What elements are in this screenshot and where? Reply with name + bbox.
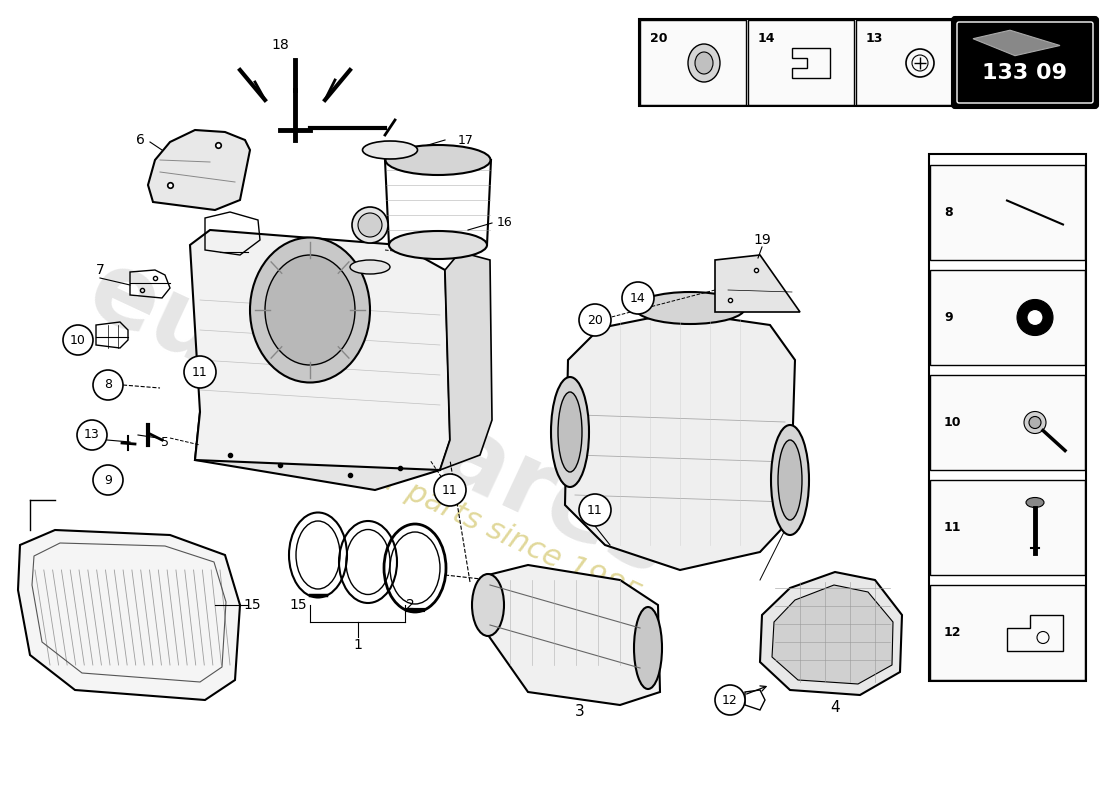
Text: 133 09: 133 09 <box>982 62 1067 82</box>
Polygon shape <box>715 255 800 312</box>
Text: 8: 8 <box>104 378 112 391</box>
Ellipse shape <box>551 377 588 487</box>
Text: 1: 1 <box>353 638 362 652</box>
Text: 9: 9 <box>944 311 953 324</box>
Ellipse shape <box>635 292 745 324</box>
Ellipse shape <box>389 231 487 259</box>
Polygon shape <box>772 585 893 684</box>
Ellipse shape <box>1028 417 1041 429</box>
Text: a passion for parts since 1985: a passion for parts since 1985 <box>214 390 645 610</box>
Polygon shape <box>565 312 795 570</box>
Text: 9: 9 <box>104 474 112 486</box>
Text: 11: 11 <box>587 503 603 517</box>
Ellipse shape <box>265 255 355 365</box>
FancyBboxPatch shape <box>930 165 1085 260</box>
FancyBboxPatch shape <box>930 375 1085 470</box>
Circle shape <box>621 282 654 314</box>
Text: 17: 17 <box>458 134 474 146</box>
Text: 18: 18 <box>271 38 289 52</box>
Polygon shape <box>440 252 492 470</box>
Circle shape <box>94 465 123 495</box>
Ellipse shape <box>350 260 390 274</box>
Circle shape <box>94 370 123 400</box>
Ellipse shape <box>1024 411 1046 434</box>
Text: 11: 11 <box>442 483 458 497</box>
Text: 14: 14 <box>758 32 776 45</box>
FancyBboxPatch shape <box>930 270 1085 365</box>
Text: 10: 10 <box>944 416 961 429</box>
Ellipse shape <box>1018 299 1053 335</box>
Circle shape <box>579 494 610 526</box>
Ellipse shape <box>363 141 418 159</box>
FancyBboxPatch shape <box>952 17 1098 108</box>
Circle shape <box>77 420 107 450</box>
Polygon shape <box>195 400 450 490</box>
Text: 15: 15 <box>289 598 307 612</box>
Circle shape <box>184 356 216 388</box>
FancyBboxPatch shape <box>640 20 746 105</box>
Ellipse shape <box>250 238 370 382</box>
Text: 3: 3 <box>575 705 585 719</box>
Ellipse shape <box>358 213 382 237</box>
Ellipse shape <box>778 440 802 520</box>
Polygon shape <box>974 30 1060 56</box>
Text: 12: 12 <box>722 694 738 706</box>
Ellipse shape <box>352 207 388 243</box>
FancyBboxPatch shape <box>856 20 962 105</box>
Ellipse shape <box>688 44 720 82</box>
Polygon shape <box>488 565 660 705</box>
Text: 5: 5 <box>161 437 169 450</box>
Text: 13: 13 <box>866 32 883 45</box>
Ellipse shape <box>1027 310 1043 326</box>
Text: 7: 7 <box>96 263 104 277</box>
Ellipse shape <box>385 145 491 175</box>
Circle shape <box>434 474 466 506</box>
Text: eurospares: eurospares <box>73 242 686 598</box>
Text: 13: 13 <box>84 429 100 442</box>
FancyBboxPatch shape <box>748 20 854 105</box>
Polygon shape <box>760 572 902 695</box>
Ellipse shape <box>695 52 713 74</box>
Text: 6: 6 <box>136 133 145 147</box>
Text: 19: 19 <box>754 233 771 247</box>
Text: 2: 2 <box>406 598 415 612</box>
FancyBboxPatch shape <box>930 480 1085 575</box>
Circle shape <box>63 325 94 355</box>
Text: 16: 16 <box>497 217 513 230</box>
Text: 11: 11 <box>192 366 208 378</box>
Text: 14: 14 <box>630 291 646 305</box>
Text: 15: 15 <box>243 598 261 612</box>
Circle shape <box>715 685 745 715</box>
Text: 8: 8 <box>944 206 953 219</box>
FancyBboxPatch shape <box>930 585 1085 680</box>
Text: 20: 20 <box>587 314 603 326</box>
Ellipse shape <box>472 574 504 636</box>
Ellipse shape <box>771 425 808 535</box>
Polygon shape <box>190 230 450 470</box>
Polygon shape <box>148 130 250 210</box>
Circle shape <box>579 304 610 336</box>
Polygon shape <box>18 530 240 700</box>
Ellipse shape <box>1026 498 1044 507</box>
Text: 4: 4 <box>830 701 839 715</box>
Text: 10: 10 <box>70 334 86 346</box>
Text: 20: 20 <box>650 32 668 45</box>
Ellipse shape <box>634 607 662 689</box>
Text: 11: 11 <box>944 521 961 534</box>
Ellipse shape <box>558 392 582 472</box>
Text: 12: 12 <box>944 626 961 639</box>
